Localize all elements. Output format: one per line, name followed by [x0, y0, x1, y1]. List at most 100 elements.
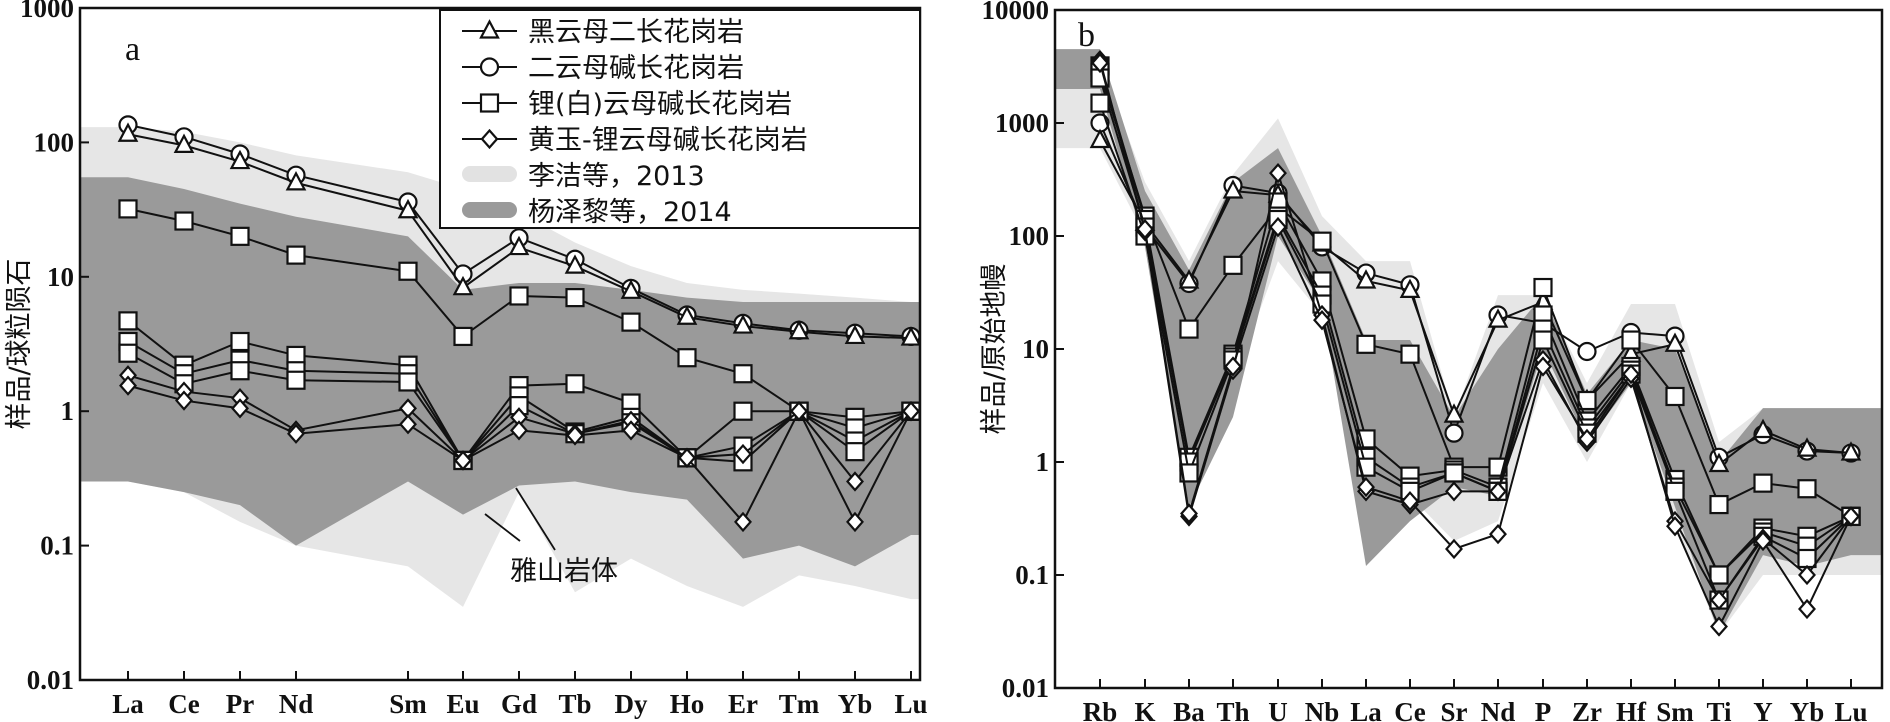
data-point — [1179, 463, 1199, 483]
data-point — [118, 311, 138, 331]
x-tick-label: Nb — [1305, 697, 1340, 722]
data-point — [1222, 179, 1244, 199]
data-point — [1399, 278, 1421, 299]
legend-swatch — [462, 202, 517, 218]
data-point — [1355, 269, 1377, 289]
data-series — [117, 122, 920, 346]
legend-item: 黄玉-锂云母碱长花岗岩 — [462, 125, 808, 156]
legend-label: 黄玉-锂云母碱长花岗岩 — [528, 125, 808, 156]
legend-item: 黑云母二长花岗岩 — [462, 17, 744, 48]
data-point — [175, 390, 193, 411]
data-point — [846, 511, 864, 533]
data-point — [1842, 506, 1860, 527]
data-point — [1090, 93, 1110, 113]
data-point — [1178, 269, 1200, 289]
chart-panel-a: 0.01 0.1 1 10 100 1000 La Ce Pr Nd Sm Eu Gd Tb Dy Ho Er T… — [4, 0, 928, 719]
x-tick-label: Hf — [1616, 697, 1647, 722]
data-point — [621, 312, 641, 332]
y-tick-label: 0.1 — [1015, 560, 1049, 590]
data-point — [1089, 128, 1111, 149]
data-point — [1753, 473, 1773, 493]
y-axis-label: 样品/球粒陨石 — [4, 258, 35, 429]
series-line — [127, 133, 912, 340]
data-point — [1223, 255, 1243, 275]
plot-area — [80, 115, 920, 607]
data-point — [1136, 218, 1154, 240]
legend-item: 杨泽黎等，2014 — [462, 197, 732, 228]
y-tick-label: 100 — [34, 127, 75, 157]
legend-label: 李洁等，2013 — [528, 161, 705, 192]
data-point — [1179, 319, 1199, 339]
data-point — [453, 326, 473, 347]
x-tick-label: Y — [1753, 697, 1773, 722]
data-point — [173, 133, 195, 153]
x-tick-label: Sm — [1656, 697, 1694, 722]
reference-band-dark — [80, 177, 920, 567]
panel-letter: a — [125, 31, 140, 68]
data-point — [1578, 428, 1596, 450]
y-tick-label: 100 — [1009, 221, 1050, 251]
data-point — [1444, 423, 1464, 443]
panel-letter: b — [1078, 17, 1095, 54]
x-tick-label: La — [1350, 697, 1382, 722]
data-point — [230, 331, 250, 352]
data-series — [1091, 52, 1860, 637]
data-point — [1664, 332, 1686, 352]
data-point — [1666, 516, 1684, 537]
data-point — [508, 235, 530, 256]
data-point — [1797, 548, 1817, 569]
data-series — [1090, 62, 1861, 527]
data-point — [844, 324, 866, 345]
data-point — [1798, 564, 1816, 586]
data-point — [1401, 491, 1419, 512]
data-point — [1709, 494, 1729, 515]
data-point — [900, 326, 920, 346]
data-point — [846, 471, 864, 492]
data-point — [230, 226, 250, 246]
legend-swatch — [462, 166, 517, 182]
y-tick-label: 1000 — [20, 0, 74, 23]
y-tick-label: 10 — [47, 262, 74, 292]
data-point — [734, 511, 752, 533]
annotation-leader — [515, 487, 556, 551]
data-point — [1533, 277, 1553, 298]
data-point — [733, 364, 753, 384]
data-point — [1708, 452, 1730, 473]
x-tick-label: Ce — [1394, 697, 1425, 722]
data-point — [510, 420, 528, 441]
x-tick-label: Ho — [670, 689, 705, 719]
x-tick-label: Ti — [1706, 697, 1732, 722]
data-point — [1269, 216, 1287, 238]
data-point — [1796, 437, 1818, 457]
data-point — [119, 375, 137, 396]
data-point — [565, 288, 585, 308]
data-point — [902, 401, 920, 422]
data-point — [1798, 598, 1816, 620]
y-tick-label: 0.01 — [27, 665, 74, 695]
annotation: 雅山岩体 — [484, 487, 618, 587]
x-tick-label: Rb — [1083, 697, 1118, 722]
data-point — [1752, 418, 1774, 439]
x-tick-label: Pr — [226, 689, 254, 719]
annotation-leader — [484, 513, 521, 542]
x-tick-label: Tb — [558, 689, 591, 719]
data-point — [1357, 476, 1375, 498]
data-point — [1313, 309, 1331, 331]
data-point — [229, 149, 251, 170]
data-point — [1224, 356, 1242, 377]
data-point — [1622, 363, 1640, 385]
data-point — [452, 275, 474, 296]
data-point — [1489, 481, 1507, 502]
data-point — [620, 279, 642, 299]
series-line — [1099, 59, 1852, 602]
data-point — [733, 401, 753, 421]
x-tick-label: Tm — [779, 689, 820, 719]
data-point — [231, 398, 249, 419]
x-tick-label: Gd — [501, 689, 537, 719]
data-point — [1489, 523, 1507, 545]
data-point — [1180, 503, 1198, 524]
y-tick-label: 1 — [1036, 447, 1050, 477]
data-point — [397, 198, 419, 219]
data-point — [1709, 565, 1729, 585]
legend-item: 二云母碱长花岗岩 — [462, 53, 744, 84]
